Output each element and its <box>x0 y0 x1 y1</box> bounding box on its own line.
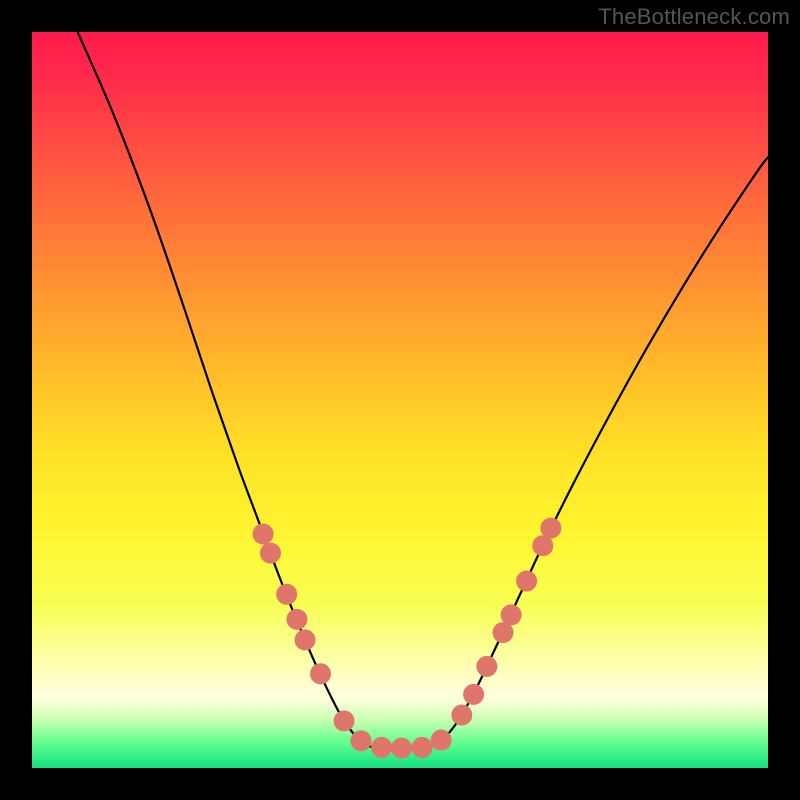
data-marker <box>493 623 513 643</box>
data-marker <box>295 630 315 650</box>
data-marker <box>391 738 411 758</box>
data-marker <box>464 684 484 704</box>
plot-background <box>32 32 768 768</box>
data-marker <box>533 536 553 556</box>
data-marker <box>287 609 307 629</box>
data-marker <box>517 571 537 591</box>
data-marker <box>372 737 392 757</box>
chart-stage: TheBottleneck.com <box>0 0 800 800</box>
data-marker <box>431 730 451 750</box>
data-marker <box>334 711 354 731</box>
data-marker <box>253 524 273 544</box>
plot-svg <box>0 0 800 800</box>
watermark-text: TheBottleneck.com <box>598 4 790 30</box>
data-marker <box>477 656 497 676</box>
data-marker <box>260 543 280 563</box>
data-marker <box>541 518 561 538</box>
data-marker <box>277 584 297 604</box>
data-marker <box>501 605 521 625</box>
data-marker <box>412 737 432 757</box>
data-marker <box>452 705 472 725</box>
data-marker <box>351 731 371 751</box>
data-marker <box>311 664 331 684</box>
